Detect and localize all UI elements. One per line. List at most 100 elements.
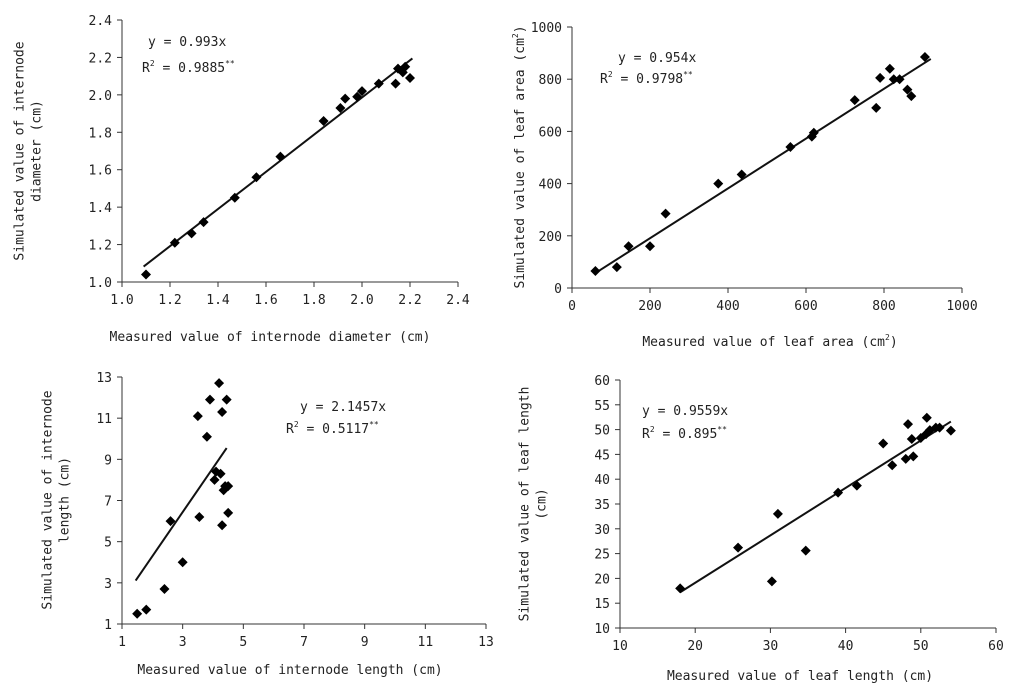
x-axis-label: Measured value of leaf length (cm) (667, 669, 933, 684)
data-point (800, 545, 811, 556)
data-point (194, 511, 205, 522)
y-axis-label: Simulated value of internode length (cm) (41, 390, 73, 609)
x-tick-label: 60 (988, 639, 1004, 654)
data-point (390, 78, 401, 89)
data-point (766, 576, 777, 587)
data-point (884, 63, 895, 74)
y-tick-label: 1.6 (89, 164, 112, 179)
x-tick-label: 11 (418, 635, 434, 650)
data-point (906, 91, 917, 102)
y-axis-label-line: diameter (cm) (30, 100, 45, 202)
r2-value: = 0.895 (655, 427, 718, 442)
data-point (201, 431, 212, 442)
y-tick-label: 25 (594, 548, 610, 563)
data-point (169, 237, 180, 248)
data-point (223, 481, 234, 492)
r2-label: R2 = 0.9798** (600, 70, 693, 87)
y-tick-label: 1.2 (89, 239, 112, 254)
x-tick-label: 20 (687, 639, 703, 654)
y-tick-label: 50 (594, 424, 610, 439)
x-tick-label: 9 (361, 635, 369, 650)
x-tick-label: 1.6 (254, 293, 277, 308)
y-tick-label: 0 (554, 282, 562, 297)
x-tick-label: 1 (118, 635, 126, 650)
regression-line (134, 447, 228, 582)
x-tick-label: 0 (568, 299, 576, 314)
y-tick-label: 1 (104, 618, 112, 633)
data-point (833, 487, 844, 498)
x-tick-label: 200 (638, 299, 661, 314)
r2-prefix: R (642, 427, 650, 442)
data-point (785, 142, 796, 153)
data-point (945, 425, 956, 436)
data-point (888, 74, 899, 85)
data-point (887, 460, 898, 471)
x-tick-label: 40 (838, 639, 854, 654)
y-tick-label: 15 (594, 597, 610, 612)
y-tick-label: 35 (594, 498, 610, 513)
data-point (902, 84, 913, 95)
y-axis-label-line: (cm) (535, 488, 550, 519)
data-point (849, 95, 860, 106)
data-point (590, 266, 601, 277)
equation-label: y = 2.1457x (300, 400, 386, 415)
data-point (645, 241, 655, 252)
y-tick-label: 7 (104, 495, 112, 510)
data-point (808, 127, 819, 138)
y-tick-label: 400 (539, 178, 562, 193)
r2-significance: ** (369, 420, 379, 429)
r2-label: R2 = 0.5117** (286, 420, 379, 437)
data-point (215, 468, 226, 479)
data-point (675, 583, 686, 594)
x-tick-label: 1.4 (206, 293, 230, 308)
r2-significance: ** (225, 59, 235, 68)
r2-value: = 0.9885 (155, 61, 225, 76)
chart-panel-1: 1.0 1.2 1.4 1.6 1.8 2.0 2.2 2.4 1.0 1.2 1.4 1.6 1.8 2… (13, 14, 470, 345)
x-tick-label: 400 (716, 299, 739, 314)
y-axis-label: Simulated value of leaf area (cm2) (511, 25, 528, 288)
data-point (132, 608, 143, 619)
data-point (209, 474, 220, 485)
data-point (906, 434, 917, 445)
r2-value: = 0.9798 (613, 72, 683, 87)
r2-prefix: R (142, 61, 150, 76)
data-point (903, 419, 914, 430)
y-tick-label: 60 (594, 374, 610, 389)
y-axis-label-line: length (cm) (58, 457, 73, 543)
r2-prefix: R (286, 422, 294, 437)
x-tick-label: 1.0 (110, 293, 133, 308)
y-axis-label: Simulated value of leaf length (cm) (518, 387, 550, 622)
y-tick-label: 30 (594, 523, 610, 538)
data-point (275, 151, 286, 162)
y-tick-label: 1.0 (89, 276, 112, 291)
data-point (373, 78, 384, 89)
data-point (159, 584, 170, 595)
y-tick-label: 20 (594, 572, 610, 587)
regression-line (142, 57, 414, 268)
data-point (713, 178, 724, 189)
r2-label: R2 = 0.9885** (142, 59, 235, 76)
y-tick-label: 10 (594, 622, 610, 637)
chart-panel-4: 10 20 30 40 50 60 10 15 20 25 30 35 40 45 50 55 60 y = 0.… (518, 374, 1004, 684)
data-point (223, 507, 234, 518)
x-tick-label: 13 (478, 635, 494, 650)
y-tick-label: 5 (104, 536, 112, 551)
y-tick-label: 55 (594, 399, 610, 414)
data-point (400, 61, 411, 72)
regression-line (594, 58, 932, 274)
data-point (204, 394, 215, 405)
x-tick-label: 50 (913, 639, 929, 654)
x-axis-label: Measured value of internode length (cm) (137, 663, 442, 678)
y-tick-label: 600 (539, 125, 562, 140)
y-tick-label: 2.4 (89, 14, 113, 29)
r2-significance: ** (683, 70, 693, 79)
data-point (875, 72, 886, 83)
x-tick-label: 10 (612, 639, 628, 654)
y-tick-label: 1.8 (89, 126, 112, 141)
y-tick-label: 2.0 (89, 89, 112, 104)
y-tick-label: 13 (96, 371, 112, 386)
data-point (165, 516, 176, 527)
x-tick-label: 30 (763, 639, 779, 654)
